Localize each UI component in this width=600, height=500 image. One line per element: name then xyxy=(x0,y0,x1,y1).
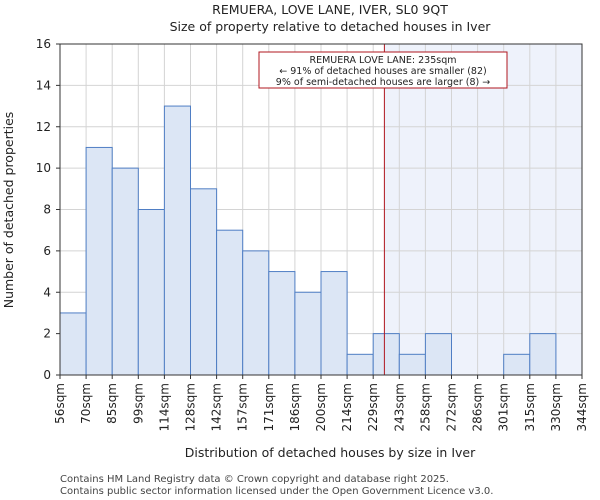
bar-142sqm xyxy=(216,229,244,376)
annotation-larger: 9% of semi-detached houses are larger (8… xyxy=(276,77,490,88)
y-tick-label: 0 xyxy=(43,368,51,382)
x-tick-label: 171sqm xyxy=(262,383,276,431)
y-tick-label: 16 xyxy=(36,37,51,51)
y-tick-label: 10 xyxy=(36,161,51,175)
x-ticks: 56sqm 70sqm 85sqm 99sqm 114sqm 128sqm 142sqm 15… xyxy=(53,375,589,431)
x-tick-label: 301sqm xyxy=(497,383,511,431)
bars xyxy=(59,105,557,376)
x-tick-label: 200sqm xyxy=(314,383,328,431)
bar-229sqm xyxy=(372,333,400,376)
y-tick-label: 6 xyxy=(43,244,51,258)
x-tick-label: 214sqm xyxy=(340,383,354,431)
bar-200sqm xyxy=(320,271,348,376)
x-tick-label: 286sqm xyxy=(471,383,485,431)
bar-315sqm xyxy=(529,333,557,376)
chart-subtitle: Size of property relative to detached ho… xyxy=(170,19,492,34)
y-ticks: 0 2 4 6 8 10 12 14 16 xyxy=(36,37,60,382)
bar-171sqm xyxy=(268,271,296,376)
x-tick-label: 272sqm xyxy=(445,383,459,431)
chart-title: REMUERA, LOVE LANE, IVER, SL0 9QT xyxy=(212,2,448,17)
bar-157sqm xyxy=(242,250,270,376)
x-axis-label: Distribution of detached houses by size … xyxy=(185,445,476,460)
x-tick-label: 229sqm xyxy=(366,383,380,431)
bar-214sqm xyxy=(346,353,374,376)
marker-group: REMUERA LOVE LANE: 235sqm← 91% of detach… xyxy=(258,44,508,375)
bar-114sqm xyxy=(163,105,191,376)
bar-70sqm xyxy=(85,146,113,376)
y-tick-label: 12 xyxy=(36,120,51,134)
y-tick-label: 2 xyxy=(43,327,51,341)
x-tick-label: 128sqm xyxy=(184,383,198,431)
x-tick-label: 56sqm xyxy=(53,383,67,424)
x-tick-label: 258sqm xyxy=(418,383,432,431)
bar-258sqm xyxy=(424,333,452,376)
bar-85sqm xyxy=(111,167,139,376)
x-tick-label: 114sqm xyxy=(157,383,171,431)
bar-128sqm xyxy=(190,188,218,376)
x-tick-label: 315sqm xyxy=(523,383,537,431)
footer-line-1: Contains HM Land Registry data © Crown c… xyxy=(60,474,449,485)
bar-186sqm xyxy=(294,291,322,376)
bar-243sqm xyxy=(398,353,426,376)
x-tick-label: 186sqm xyxy=(288,383,302,431)
annotation-smaller: ← 91% of detached houses are smaller (82… xyxy=(279,66,486,77)
x-tick-label: 99sqm xyxy=(131,383,145,424)
x-tick-label: 70sqm xyxy=(79,383,93,424)
y-axis-label: Number of detached properties xyxy=(1,112,16,309)
x-tick-label: 330sqm xyxy=(549,383,563,431)
annotation-box xyxy=(258,51,508,89)
x-tick-label: 85sqm xyxy=(105,383,119,424)
y-tick-label: 14 xyxy=(36,78,51,92)
x-tick-label: 157sqm xyxy=(236,383,250,431)
footer-line-2: Contains public sector information licen… xyxy=(60,486,493,497)
bar-56sqm xyxy=(59,312,87,376)
bar-301sqm xyxy=(503,353,531,376)
x-tick-label: 243sqm xyxy=(392,383,406,431)
x-tick-label: 142sqm xyxy=(210,383,224,431)
bar-99sqm xyxy=(137,209,165,376)
annotation-title: REMUERA LOVE LANE: 235sqm xyxy=(310,55,457,66)
y-tick-label: 4 xyxy=(43,285,51,299)
y-tick-label: 8 xyxy=(43,203,51,217)
x-tick-label: 344sqm xyxy=(575,383,589,431)
